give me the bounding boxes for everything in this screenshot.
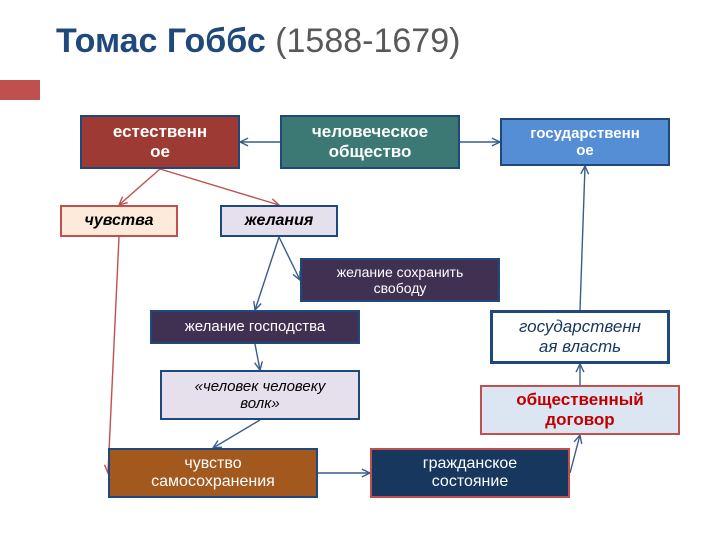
node-civil-condition: гражданское состояние bbox=[370, 448, 570, 498]
node-wolf-label: «человек человеку волк» bbox=[195, 378, 326, 413]
node-state-label: государственн ое bbox=[530, 125, 640, 160]
node-state-power-label: государственн ая власть bbox=[519, 317, 641, 356]
node-desire-freedom-label: желание сохранить свободу bbox=[337, 264, 464, 296]
node-civil-condition-label: гражданское состояние bbox=[423, 455, 517, 492]
node-feelings-label: чувства bbox=[85, 212, 154, 230]
node-desire-dominance-label: желание господства bbox=[185, 318, 326, 335]
node-natural: естественн ое bbox=[80, 115, 240, 169]
node-desire-dominance: желание господства bbox=[150, 310, 360, 344]
node-desires-label: желания bbox=[245, 212, 314, 230]
node-state-power: государственн ая власть bbox=[490, 310, 670, 364]
node-feelings: чувства bbox=[60, 205, 178, 237]
node-wolf: «человек человеку волк» bbox=[160, 370, 360, 420]
node-natural-label: естественн ое bbox=[113, 122, 207, 161]
node-state: государственн ое bbox=[500, 118, 670, 166]
node-human-society: человеческое общество bbox=[280, 115, 460, 169]
diagram-stage: Томас Гоббс (1588-1679) естественн ое че… bbox=[0, 0, 720, 540]
node-human-society-label: человеческое общество bbox=[312, 122, 428, 161]
node-desires: желания bbox=[220, 205, 338, 237]
node-desire-freedom: желание сохранить свободу bbox=[300, 258, 500, 302]
node-self-preservation: чувство самосохранения bbox=[108, 448, 318, 498]
node-self-preservation-label: чувство самосохранения bbox=[151, 455, 275, 492]
node-social-contract: общественный договор bbox=[480, 385, 680, 435]
node-social-contract-label: общественный договор bbox=[516, 390, 643, 429]
